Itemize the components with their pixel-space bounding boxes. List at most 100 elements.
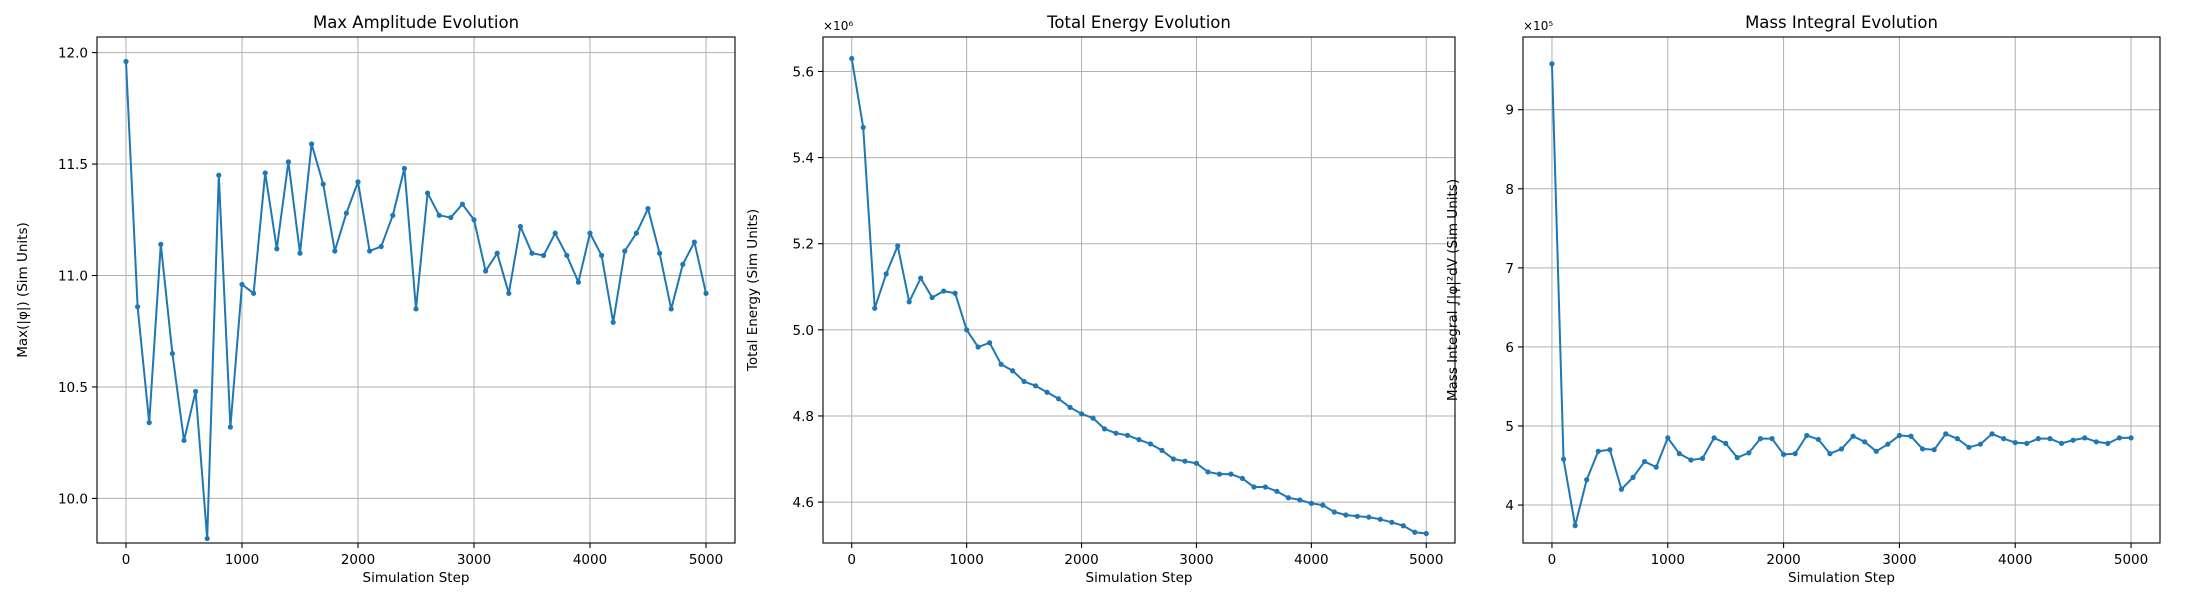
data-point: [1320, 502, 1326, 508]
data-point: [1838, 446, 1845, 452]
data-point: [1885, 441, 1891, 447]
x-axis-label: Simulation Step: [363, 570, 470, 586]
chart-title: Max Amplitude Evolution: [313, 13, 519, 32]
x-tick-label: 0: [847, 552, 856, 568]
data-point: [1931, 447, 1937, 453]
data-point: [1147, 441, 1154, 447]
data-point: [1078, 411, 1085, 417]
data-point: [216, 172, 222, 178]
y-tick-label: 4.6: [793, 495, 814, 511]
data-point: [436, 212, 442, 218]
data-point: [1124, 432, 1131, 438]
data-point: [691, 239, 698, 245]
data-point: [918, 275, 924, 281]
data-point: [2012, 439, 2018, 446]
data-point: [1584, 477, 1590, 483]
y-offset-label: ×10⁵: [1523, 19, 1553, 33]
data-point: [1572, 523, 1578, 529]
data-point: [1010, 368, 1016, 374]
data-point: [1827, 451, 1833, 457]
data-point: [1757, 436, 1764, 442]
data-point: [1792, 451, 1798, 457]
data-point: [1862, 439, 1868, 445]
data-point: [193, 388, 199, 395]
data-point: [1618, 486, 1625, 492]
data-point: [1804, 432, 1810, 439]
data-point: [1908, 433, 1914, 439]
data-point: [1343, 512, 1349, 518]
data-point: [1746, 450, 1752, 456]
data-point: [575, 279, 582, 285]
data-point: [1423, 530, 1429, 537]
data-point: [123, 58, 129, 65]
data-point: [332, 248, 338, 254]
series-line: [1550, 63, 2132, 527]
y-tick-label: 8: [1505, 182, 1514, 198]
data-point: [1699, 455, 1706, 461]
data-point: [1653, 464, 1659, 470]
y-tick-label: 10.0: [58, 491, 88, 507]
data-point: [239, 281, 245, 288]
data-point: [1182, 458, 1188, 464]
data-point: [401, 165, 407, 172]
data-point: [1366, 514, 1372, 520]
grid: [1523, 37, 2160, 543]
data-point: [1665, 435, 1671, 441]
data-point: [2082, 435, 2088, 441]
data-point: [2024, 440, 2030, 446]
data-point: [1560, 456, 1567, 462]
data-point: [1297, 497, 1303, 503]
data-point: [378, 243, 384, 250]
chart-title: Mass Integral Evolution: [1745, 13, 1938, 32]
x-tick-label: 1000: [1651, 552, 1685, 568]
data-point: [1354, 513, 1360, 519]
data-point: [1412, 529, 1418, 535]
data-point: [587, 230, 593, 236]
data-point: [1595, 448, 1601, 454]
data-point: [975, 344, 981, 350]
data-point: [1044, 389, 1050, 395]
data-point: [529, 250, 535, 256]
series-line: [850, 58, 1427, 535]
data-point: [1642, 458, 1648, 465]
data-point: [1205, 469, 1211, 475]
y-tick-label: 11.5: [58, 157, 88, 173]
data-point: [413, 306, 419, 312]
data-point: [517, 223, 524, 230]
y-tick-label: 5.0: [793, 323, 814, 339]
data-point: [169, 350, 175, 357]
data-point: [906, 299, 912, 305]
y-tick-label: 10.5: [58, 380, 88, 396]
data-point: [2058, 440, 2065, 446]
y-tick-label: 5.2: [793, 237, 814, 253]
data-point: [204, 535, 210, 542]
grid: [97, 37, 735, 543]
data-point: [895, 243, 901, 249]
y-axis-label: Mass Integral ∫|φ|²dV (Sim Units): [1445, 179, 1461, 401]
x-tick-label: 5000: [2114, 552, 2148, 568]
x-tick-label: 3000: [1179, 552, 1213, 568]
y-tick-label: 11.0: [58, 269, 88, 285]
x-tick-label: 1000: [949, 552, 983, 568]
data-point: [448, 214, 454, 221]
data-point: [297, 250, 303, 256]
data-point: [872, 305, 878, 311]
x-tick-label: 1000: [225, 552, 259, 568]
x-axis-label: Simulation Step: [1788, 570, 1895, 586]
x-tick-label: 4000: [1998, 552, 2032, 568]
data-point: [1021, 378, 1027, 385]
data-point: [1896, 432, 1903, 439]
data-point: [849, 55, 855, 62]
data-point: [1815, 436, 1821, 443]
data-point: [1549, 61, 1555, 67]
data-point: [941, 288, 947, 294]
data-point: [2047, 436, 2053, 442]
plot-frame: [96, 36, 736, 544]
data-point: [1850, 433, 1856, 439]
grid: [823, 37, 1455, 543]
x-tick-label: 0: [122, 552, 131, 568]
x-tick-label: 3000: [457, 552, 491, 568]
y-offset-label: ×10⁶: [823, 19, 853, 33]
